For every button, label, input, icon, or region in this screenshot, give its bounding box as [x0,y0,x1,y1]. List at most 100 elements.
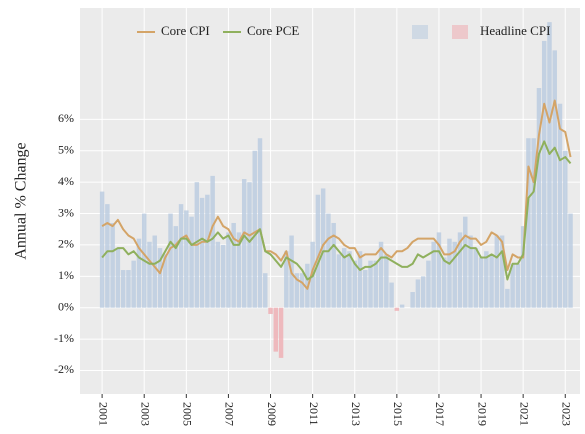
bar [163,254,168,308]
bar [284,251,289,308]
bar [215,241,221,308]
bar [257,138,263,308]
bar [220,244,226,308]
bar [147,241,152,308]
legend-swatch [452,25,468,39]
y-tick-label: 1% [58,268,74,282]
bar [526,138,531,308]
legend-label: Core CPI [161,23,210,38]
bar [415,279,421,308]
bar [189,216,194,308]
bar [452,241,457,308]
bar [468,235,473,308]
bar [115,248,121,308]
bar [531,138,536,308]
legend: Core CPI Core PCE Headline CPI [137,23,550,39]
bar [484,251,489,308]
bar [399,304,405,308]
plot-background [80,8,580,394]
bar [378,241,384,308]
bar [226,232,231,308]
bar [410,292,415,308]
bar [184,210,189,308]
bar [563,150,568,308]
bar [363,270,368,308]
bar [489,254,494,308]
bar [241,179,247,308]
x-tick-label: 2017 [433,402,447,426]
y-axis-label: Annual % Change [13,142,30,259]
bar [173,226,179,308]
bar [352,260,357,308]
bar [263,273,268,308]
bar [515,263,521,308]
x-tick-label: 2011 [307,402,321,426]
bar [494,235,500,308]
y-tick-label: 4% [58,174,74,188]
legend-label: Core PCE [247,23,299,38]
bar [326,213,331,308]
bar [457,232,463,308]
bar [247,182,252,308]
bar [299,273,305,308]
bar [431,241,436,308]
y-tick-label: -1% [54,331,74,345]
bar [499,235,505,308]
x-tick-label: 2007 [223,402,237,426]
x-tick-label: 2005 [181,402,195,426]
y-tick-label: 0% [58,299,74,313]
bar [178,204,184,308]
bar [389,282,394,308]
bar [152,235,157,308]
bar [436,232,442,308]
bar [205,194,210,308]
x-tick-label: 2019 [475,402,489,426]
x-tick-label: 2001 [96,402,110,426]
bar [520,226,526,308]
bar [336,254,342,308]
bar [426,260,431,308]
bar [357,251,363,308]
x-tick-label: 2015 [391,402,405,426]
bar [99,191,105,308]
bar [273,307,279,352]
legend-label: Headline CPI [480,23,550,38]
bar [320,188,326,308]
y-tick-label: 3% [58,205,74,219]
y-tick-label: 2% [58,237,74,251]
bar [373,260,379,308]
bar [505,288,510,308]
bar [547,22,552,308]
bar [347,251,352,308]
bar [315,194,321,308]
bar [420,276,426,308]
x-tick-label: 2009 [265,402,279,426]
bar [252,150,257,308]
bar [120,270,126,308]
line [101,140,572,281]
bar [368,260,373,308]
y-tick-label: 6% [58,111,74,125]
bar [447,238,452,308]
bar [199,197,205,308]
bar [384,254,389,308]
bar [341,248,347,308]
x-tick-label: 2023 [560,402,574,426]
bar [231,222,236,308]
y-tick-label: -2% [54,362,74,376]
legend-swatch [412,25,428,39]
bar [510,263,515,308]
x-tick-label: 2013 [349,402,363,426]
bar [463,216,468,308]
bar [268,307,273,314]
bar [536,88,542,308]
bar [441,257,447,308]
bar [157,248,163,308]
bar [394,307,400,311]
x-tick-label: 2003 [138,402,152,426]
bar [168,213,173,308]
bar [136,238,142,308]
bar [105,204,110,308]
bar [110,222,115,308]
